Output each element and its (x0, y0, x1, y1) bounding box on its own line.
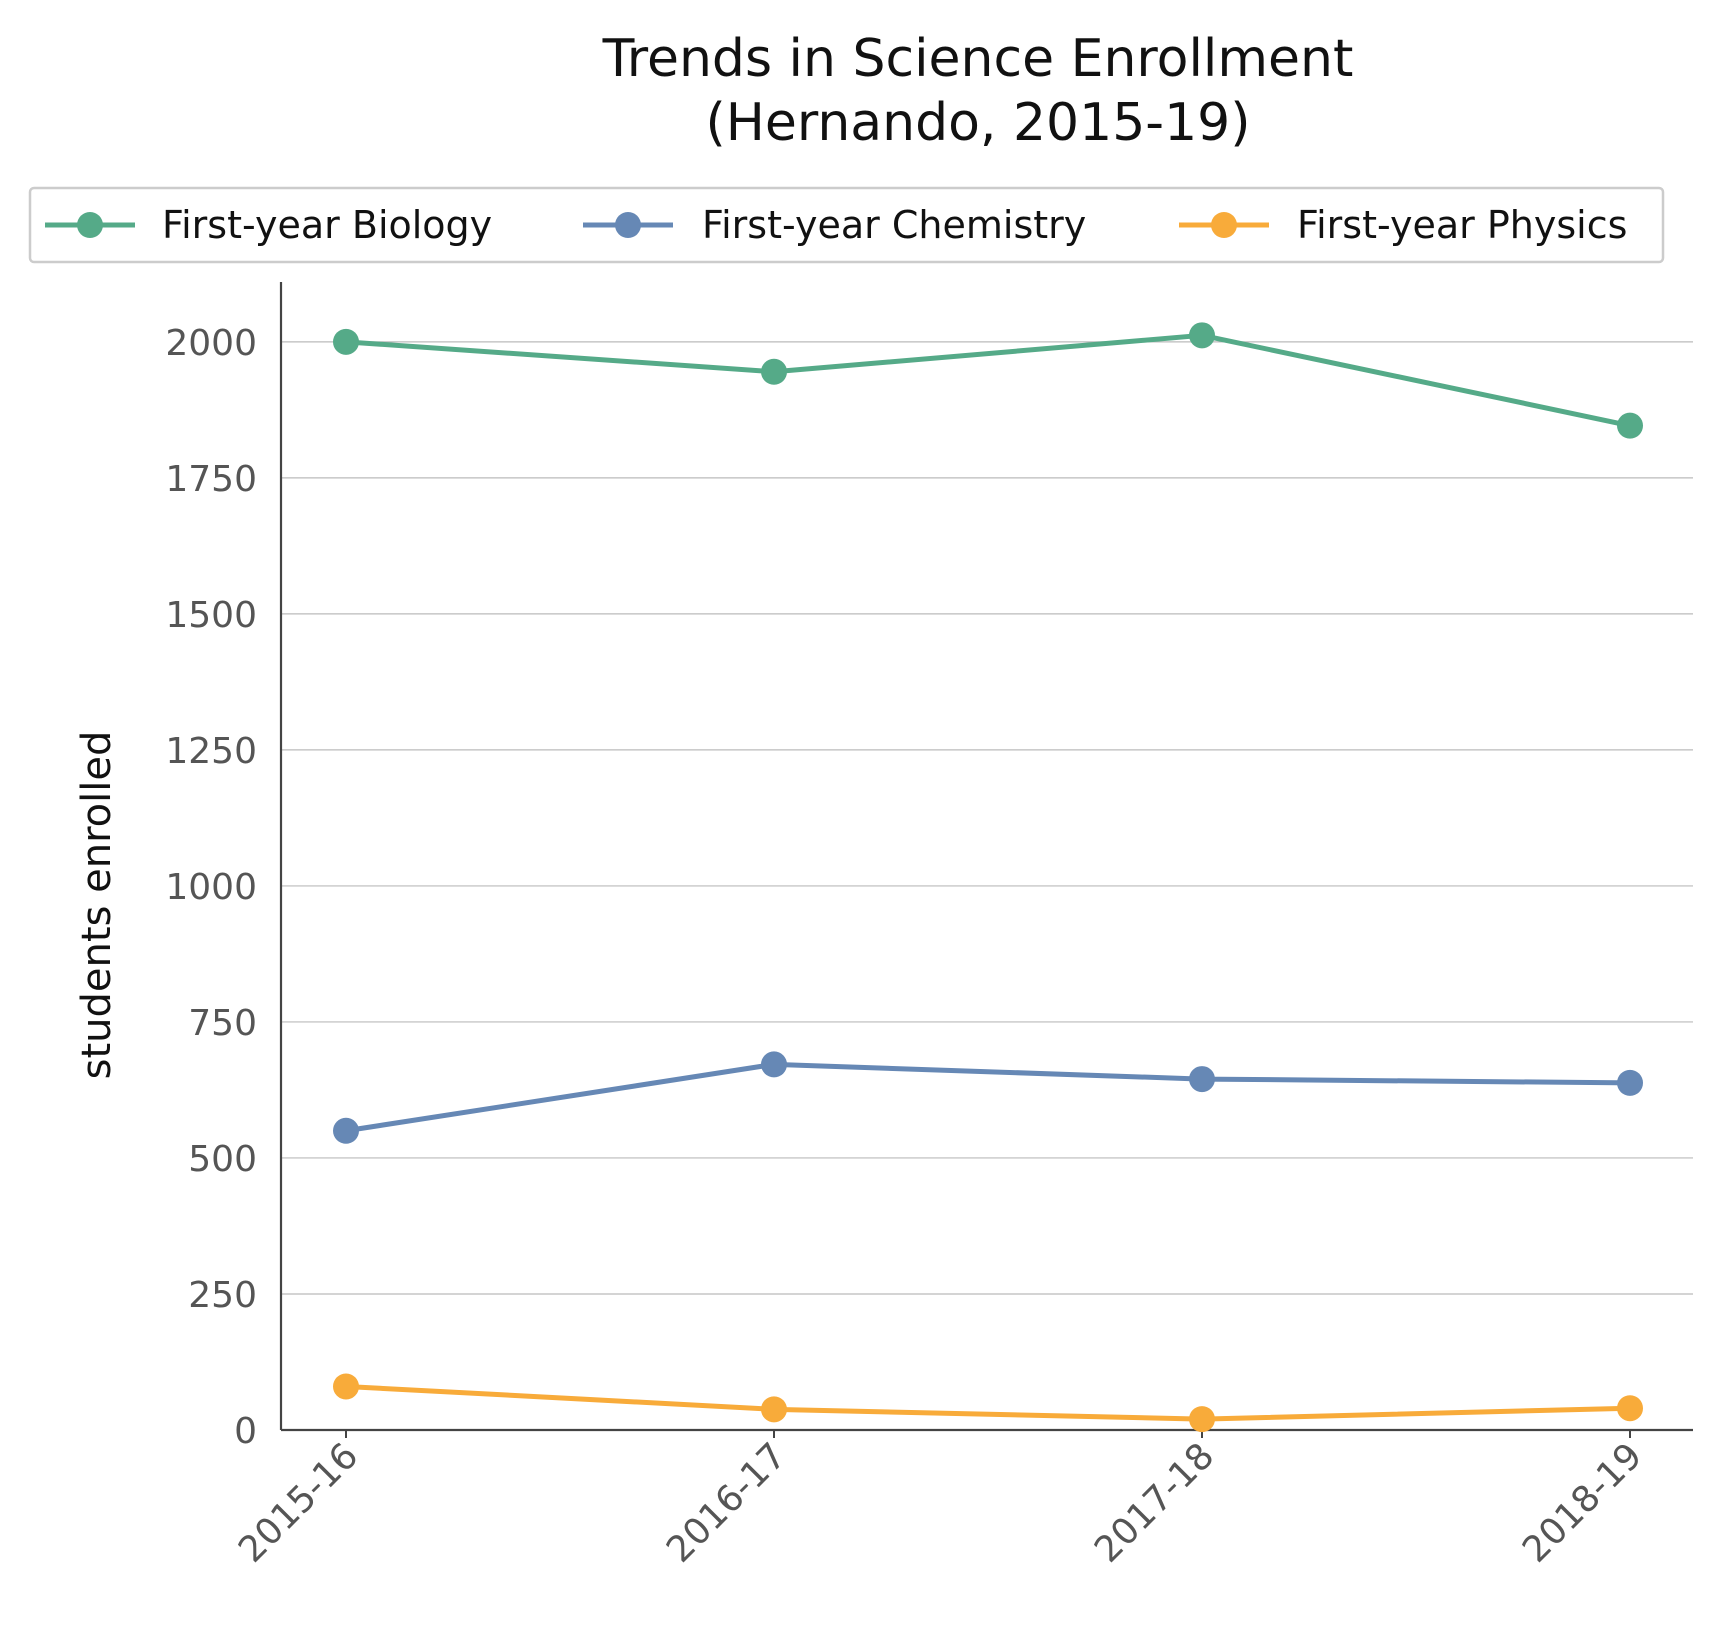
legend-item: First-year Biology (45, 203, 492, 247)
y-tick-label: 0 (234, 1411, 257, 1452)
y-tick-label: 750 (188, 1003, 257, 1044)
x-tick-labels: 2015-16 2016-17 2017-18 2018-19 (231, 1430, 1650, 1571)
y-tick-label: 500 (188, 1139, 257, 1180)
legend-swatch-marker (1211, 212, 1237, 238)
legend-swatch-marker (77, 212, 103, 238)
data-point (1617, 1395, 1643, 1422)
series-group (333, 1051, 1643, 1144)
y-tick-label: 1500 (165, 595, 257, 636)
series-group (333, 1373, 1643, 1433)
y-tick-label: 250 (188, 1275, 257, 1316)
data-point (333, 1373, 359, 1400)
y-tick-label: 2000 (165, 323, 257, 364)
data-point (761, 1051, 787, 1078)
y-tick-label: 1750 (165, 459, 257, 500)
x-tick-label: 2018-19 (1515, 1435, 1650, 1570)
axes (279, 282, 1693, 1432)
series-lines (333, 322, 1643, 1433)
y-axis-label: students enrolled (74, 731, 120, 1080)
x-tick-label: 2016-17 (659, 1435, 794, 1570)
series-line (343, 332, 1633, 429)
x-tick-label: 2015-16 (231, 1435, 366, 1570)
y-tick-labels: 0 250 500 750 1000 1250 1500 1750 2000 (165, 323, 257, 1452)
legend-box (28, 186, 1665, 264)
data-point (1189, 322, 1215, 349)
legend-label: First-year Physics (1297, 203, 1627, 247)
legend-swatch-marker (615, 212, 641, 238)
legend-item: First-year Physics (1179, 203, 1627, 247)
chart-subtitle: (Hernando, 2015-19) (705, 93, 1250, 153)
data-point (761, 358, 787, 385)
chart-title: Trends in Science Enrollment (602, 29, 1354, 89)
legend-label: First-year Chemistry (702, 203, 1086, 247)
gridlines (281, 341, 1693, 1295)
legend-label: First-year Biology (162, 203, 492, 247)
data-point (333, 328, 359, 355)
data-point (1189, 1066, 1215, 1093)
y-tick-label: 1000 (165, 867, 257, 908)
data-point (333, 1117, 359, 1144)
legend: First-year Biology First-year Chemistry Fi… (28, 186, 1665, 264)
series-group (333, 322, 1643, 439)
x-tick-label: 2017-18 (1087, 1435, 1222, 1570)
y-tick-label: 1250 (165, 731, 257, 772)
data-point (1617, 412, 1643, 439)
series-line (343, 1061, 1633, 1134)
legend-item: First-year Chemistry (583, 203, 1086, 247)
data-point (761, 1396, 787, 1423)
series-line (343, 1383, 1633, 1422)
data-point (1189, 1406, 1215, 1433)
data-point (1617, 1069, 1643, 1096)
